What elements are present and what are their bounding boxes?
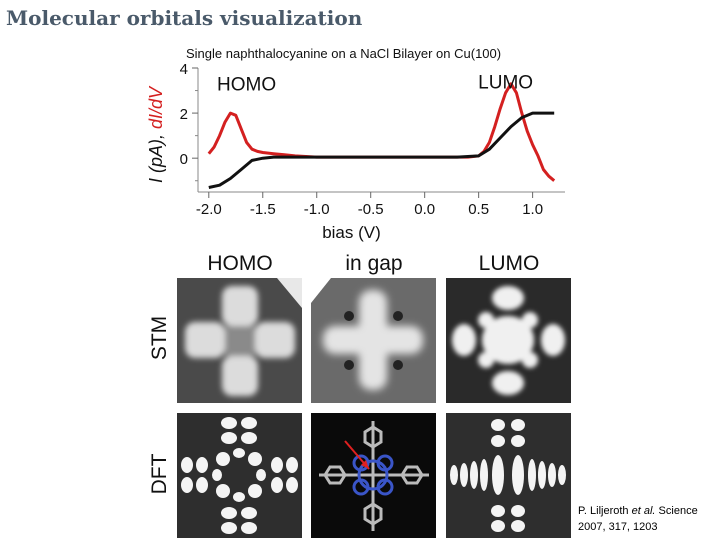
figure-subtitle: Single naphthalocyanine on a NaCl Bilaye… bbox=[186, 46, 502, 61]
x-tick-label: 0.5 bbox=[468, 201, 489, 218]
annotation-lumo: LUMO bbox=[478, 72, 533, 93]
citation-ref: 2007, 317, 1203 bbox=[578, 521, 658, 533]
stm-in-gap-image bbox=[311, 278, 436, 403]
stm-lumo-image bbox=[446, 278, 571, 403]
y-axis-label-current: I (pA), bbox=[146, 129, 166, 183]
series-line-1 bbox=[208, 111, 555, 189]
x-tick-label: -1.0 bbox=[304, 201, 330, 218]
dft-molecule-structure bbox=[311, 413, 436, 538]
citation: P. Liljeroth et al. Science 2007, 317, 1… bbox=[578, 503, 698, 535]
y-tick-label: 0 bbox=[180, 151, 188, 168]
spectroscopy-chart: -2.0 -1.5 -1.0 -0.5 0.0 0.5 1.0 0 2 4 HOMO LUMO bias… bbox=[146, 61, 565, 242]
dft-homo-image bbox=[177, 413, 302, 538]
citation-journal: Science bbox=[658, 505, 698, 517]
x-axis-label: bias (V) bbox=[322, 223, 381, 242]
x-tick-label: 1.0 bbox=[522, 201, 543, 218]
citation-etal: et al. bbox=[631, 505, 656, 517]
panel-header-in-gap: in gap bbox=[345, 252, 403, 275]
row-label-stm: STM bbox=[148, 315, 171, 361]
y-axis-label-didv: dI/dV bbox=[146, 85, 166, 129]
panel-header-homo: HOMO bbox=[207, 252, 273, 275]
x-tick-label: -1.5 bbox=[250, 201, 276, 218]
y-tick-label: 4 bbox=[180, 61, 188, 78]
slide-title: Molecular orbitals visualization bbox=[6, 6, 363, 30]
x-tick-label: -2.0 bbox=[196, 201, 222, 218]
stm-homo-image bbox=[177, 278, 302, 403]
annotation-homo: HOMO bbox=[217, 75, 276, 96]
y-axis-label: I (pA), dI/dV bbox=[146, 85, 166, 183]
row-label-dft: DFT bbox=[148, 453, 171, 495]
y-tick-label: 2 bbox=[180, 106, 188, 123]
x-tick-label: 0.0 bbox=[414, 201, 435, 218]
series-line-0 bbox=[207, 82, 556, 182]
x-tick-label: -0.5 bbox=[358, 201, 384, 218]
panel-header-lumo: LUMO bbox=[478, 252, 540, 275]
dft-lumo-image bbox=[446, 413, 571, 538]
citation-author: P. Liljeroth bbox=[578, 505, 629, 517]
